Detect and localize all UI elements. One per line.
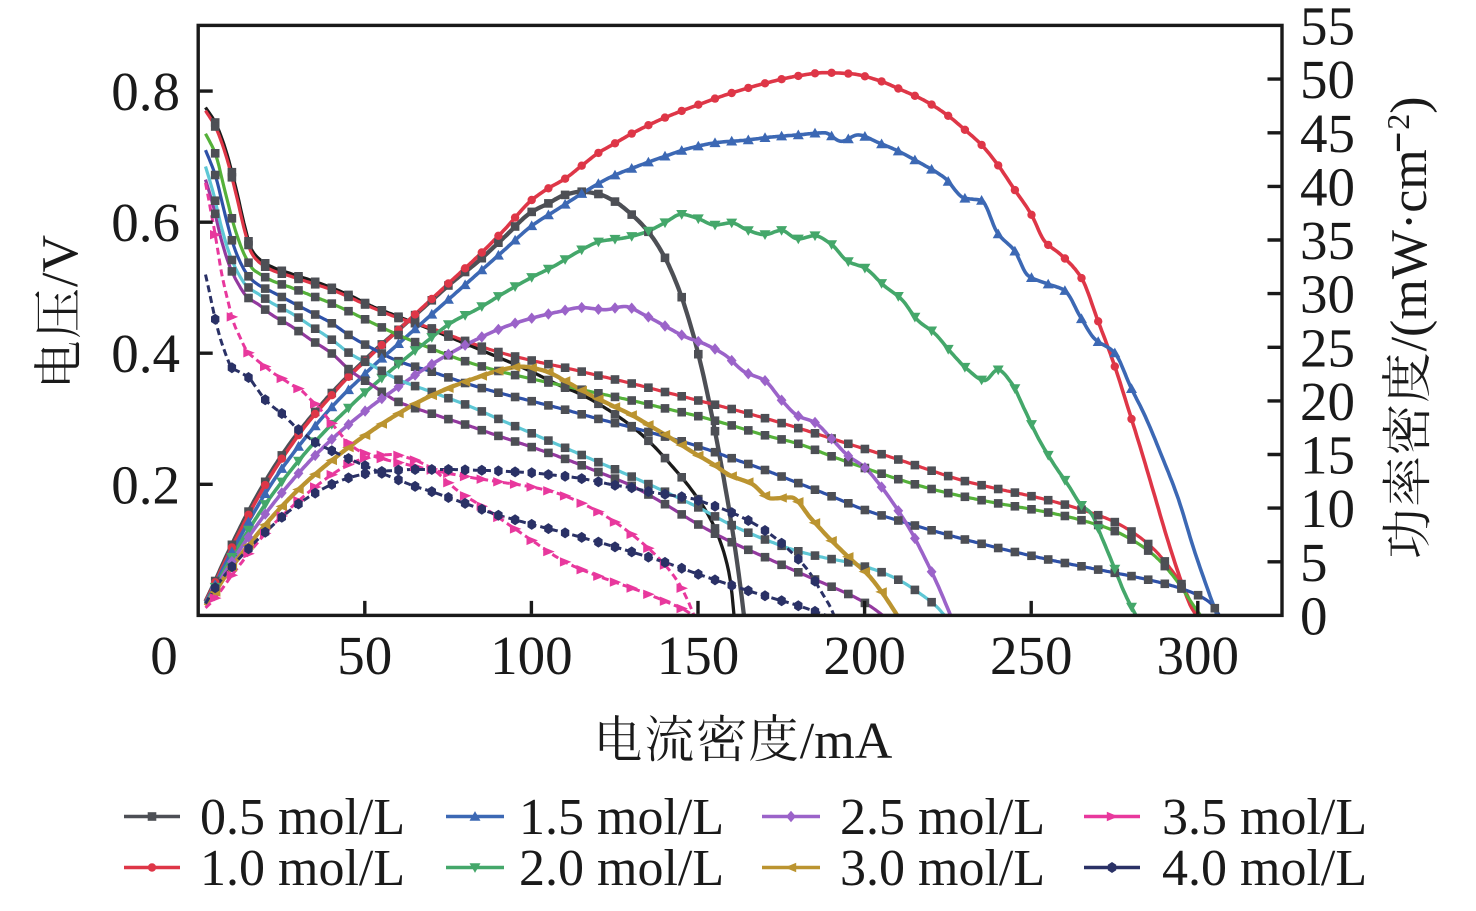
svg-text:2.5 mol/L: 2.5 mol/L xyxy=(840,789,1045,846)
svg-text:100: 100 xyxy=(490,625,573,686)
svg-text:30: 30 xyxy=(1300,264,1355,325)
svg-text:50: 50 xyxy=(1300,49,1355,110)
svg-text:150: 150 xyxy=(657,625,740,686)
svg-text:35: 35 xyxy=(1300,210,1355,271)
svg-text:4.0 mol/L: 4.0 mol/L xyxy=(1162,840,1367,897)
svg-text:0.4: 0.4 xyxy=(111,323,180,384)
svg-text:15: 15 xyxy=(1300,425,1355,486)
svg-text:5: 5 xyxy=(1300,532,1328,593)
svg-text:3.5 mol/L: 3.5 mol/L xyxy=(1162,789,1367,846)
svg-text:20: 20 xyxy=(1300,371,1355,432)
svg-text:3.0 mol/L: 3.0 mol/L xyxy=(840,840,1045,897)
svg-text:45: 45 xyxy=(1300,103,1355,164)
svg-text:0: 0 xyxy=(1300,585,1328,646)
svg-text:/V: /V xyxy=(32,235,89,287)
svg-text:1.0 mol/L: 1.0 mol/L xyxy=(200,840,405,897)
svg-text:/mA: /mA xyxy=(800,713,893,770)
svg-text:55: 55 xyxy=(1300,0,1355,57)
svg-text:50: 50 xyxy=(337,625,392,686)
svg-text:25: 25 xyxy=(1300,317,1355,378)
svg-text:250: 250 xyxy=(990,625,1073,686)
svg-text:0: 0 xyxy=(150,625,178,686)
svg-text:0.5 mol/L: 0.5 mol/L xyxy=(200,789,405,846)
svg-text:200: 200 xyxy=(823,625,906,686)
svg-text:0.2: 0.2 xyxy=(111,454,180,515)
svg-text:40: 40 xyxy=(1300,156,1355,217)
svg-text:2.0 mol/L: 2.0 mol/L xyxy=(519,840,724,897)
svg-text:0.6: 0.6 xyxy=(111,192,180,253)
svg-text:1.5 mol/L: 1.5 mol/L xyxy=(519,789,724,846)
svg-text:0.8: 0.8 xyxy=(111,61,180,122)
svg-text:10: 10 xyxy=(1300,478,1355,539)
svg-text:300: 300 xyxy=(1157,625,1240,686)
